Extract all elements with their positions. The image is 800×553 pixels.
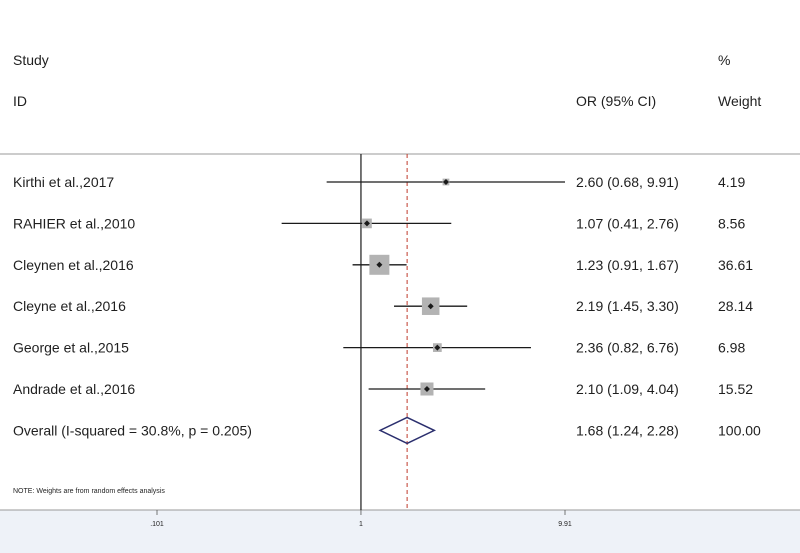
point-estimate (423, 386, 430, 392)
study-weight: 28.14 (718, 298, 753, 314)
study-label: Kirthi et al.,2017 (13, 174, 114, 190)
study-weight: 4.19 (718, 174, 745, 190)
header-study-line2: ID (13, 93, 27, 109)
study-or-ci: 2.10 (1.09, 4.04) (576, 381, 679, 397)
header-weight-line2: Weight (718, 93, 761, 109)
overall-or-ci: 1.68 (1.24, 2.28) (576, 422, 679, 438)
study-or-ci: 1.23 (0.91, 1.67) (576, 257, 679, 273)
study-label: RAHIER et al.,2010 (13, 215, 135, 231)
axis-band (0, 510, 800, 553)
header-weight-line1: % (718, 52, 730, 68)
weights-note: NOTE: Weights are from random effects an… (13, 488, 165, 495)
study-label: Cleynen et al.,2016 (13, 257, 134, 273)
study-weight: 36.61 (718, 257, 753, 273)
point-estimate (363, 220, 370, 227)
axis-tick-label: .101 (150, 521, 164, 528)
axis-tick-label: 1 (359, 521, 363, 528)
point-estimate (434, 344, 441, 351)
point-estimate (442, 179, 449, 185)
study-weight: 6.98 (718, 340, 745, 356)
study-or-ci: 1.07 (0.41, 2.76) (576, 215, 679, 231)
header-study-line1: Study (13, 52, 49, 68)
overall-label: Overall (I-squared = 30.8%, p = 0.205) (13, 422, 252, 438)
study-label: Andrade et al.,2016 (13, 381, 135, 397)
study-label: Cleyne et al.,2016 (13, 298, 126, 314)
study-or-ci: 2.36 (0.82, 6.76) (576, 340, 679, 356)
header-or-label: OR (95% CI) (576, 93, 656, 109)
study-label: George et al.,2015 (13, 340, 129, 356)
study-weight: 15.52 (718, 381, 753, 397)
overall-diamond (378, 416, 437, 445)
point-estimate (376, 261, 383, 268)
study-or-ci: 2.19 (1.45, 3.30) (576, 298, 679, 314)
axis-tick-label: 9.91 (558, 521, 572, 528)
point-estimate (427, 303, 434, 310)
overall-weight: 100.00 (718, 422, 761, 438)
study-weight: 8.56 (718, 215, 745, 231)
study-or-ci: 2.60 (0.68, 9.91) (576, 174, 679, 190)
